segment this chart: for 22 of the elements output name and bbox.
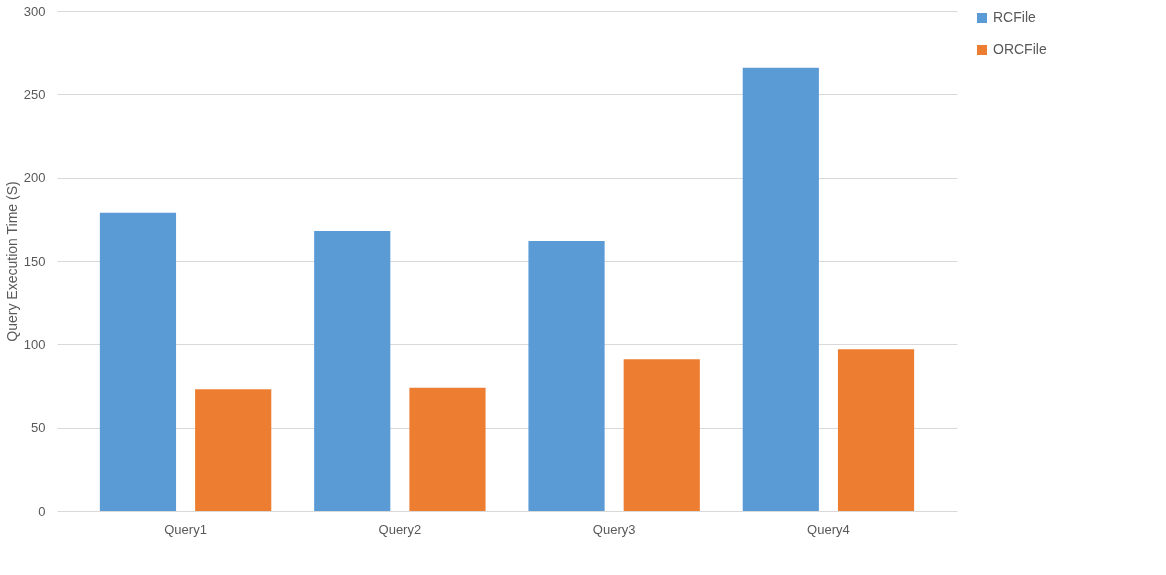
y-tick-label: 250: [23, 86, 46, 102]
y-tick-label: 150: [23, 253, 46, 269]
x-tick-label: Query1: [164, 521, 207, 537]
x-tick-label: Query2: [378, 521, 422, 537]
bar: [528, 241, 605, 511]
y-tick-label: 0: [38, 503, 46, 519]
bar: [99, 212, 177, 511]
x-tick-label: Query3: [592, 521, 636, 537]
x-tick-label: Query4: [807, 521, 850, 537]
y-tick-label: 300: [23, 3, 46, 19]
y-axis-title: Query Execution Time (S): [3, 181, 20, 342]
legend-label: ORCFile: [993, 41, 1047, 57]
legend-label: RCFile: [993, 9, 1036, 25]
bar: [409, 387, 486, 511]
bar: [195, 389, 272, 511]
y-tick-label: 200: [23, 170, 46, 186]
bar: [623, 359, 700, 511]
y-tick-label: 50: [31, 420, 46, 436]
bar: [742, 67, 819, 511]
bar: [314, 231, 391, 511]
bar: [837, 349, 915, 511]
y-tick-label: 100: [23, 336, 46, 352]
